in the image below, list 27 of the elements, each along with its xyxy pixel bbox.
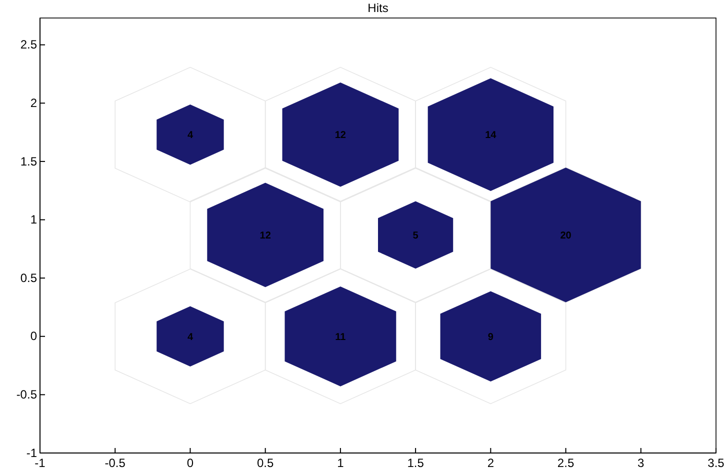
annotation: 11 — [335, 332, 346, 343]
annotation: 5 — [412, 230, 419, 242]
annotation: 14 — [485, 130, 497, 142]
x-tick-label: 0 — [186, 456, 194, 470]
annotation: 12 — [334, 130, 346, 142]
x-tick-label: 2 — [487, 456, 494, 470]
x-tick-label: 0.5 — [256, 456, 274, 470]
x-tick-label: -0.5 — [104, 456, 126, 470]
x-tick-label: 3.5 — [708, 456, 725, 470]
x-tick-label: 3 — [638, 456, 645, 470]
annotation: 20 — [560, 230, 572, 242]
annotation: 12 — [260, 230, 272, 242]
x-tick-label: 2.5 — [557, 456, 574, 470]
annotation: 4 — [187, 130, 194, 142]
y-tick-label: -0.5 — [16, 388, 38, 402]
annotation: 9 — [488, 332, 494, 343]
chart-title: Hits — [368, 1, 388, 15]
y-tick-label: -1 — [26, 446, 38, 460]
x-tick-label: 1.5 — [407, 456, 424, 470]
annotation: 4 — [187, 332, 194, 343]
y-tick-label: 2.5 — [20, 38, 38, 52]
y-tick-label: 2 — [30, 96, 38, 110]
y-tick-label: 1 — [30, 212, 38, 227]
x-tick-label: 1 — [337, 456, 344, 470]
y-tick-label: 0.5 — [20, 270, 38, 285]
y-tick-label: 1.5 — [20, 154, 38, 168]
y-tick-label: 0 — [30, 329, 38, 344]
